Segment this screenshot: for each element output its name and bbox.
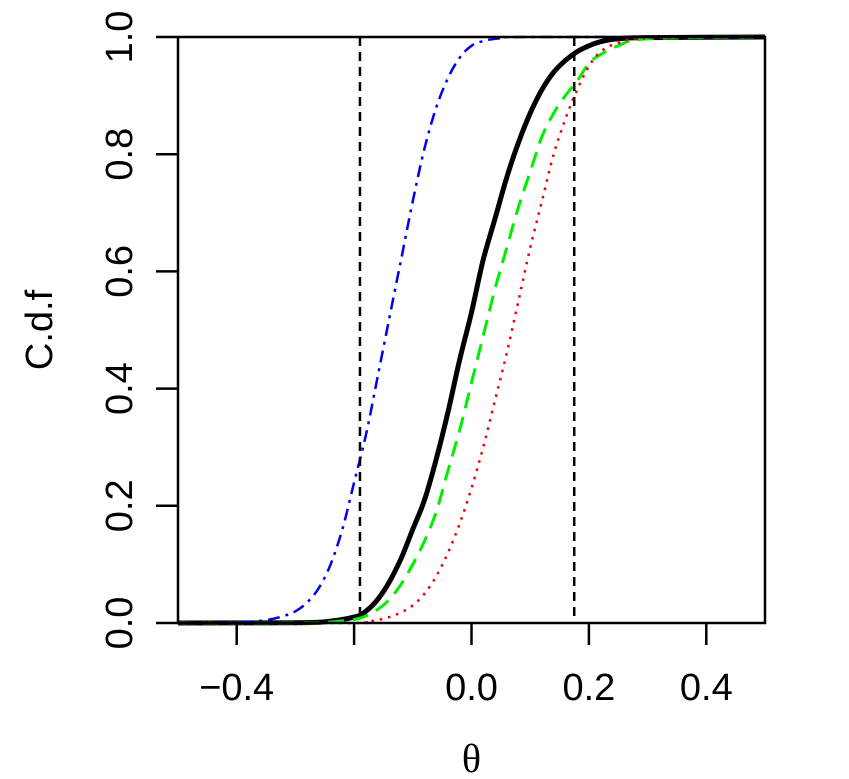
y-tick-label: 0.8 [99, 128, 141, 181]
y-tick-label: 1.0 [99, 11, 141, 64]
x-tick-label: 0.0 [445, 667, 498, 709]
x-axis-title: θ [462, 736, 481, 779]
y-axis: 0.0 0.2 0.4 0.6 0.8 1.0 [99, 11, 178, 650]
series-line-dotdash [177, 35, 765, 625]
reference-lines [358, 37, 576, 623]
series-group [177, 34, 766, 626]
series-line-dotted [177, 35, 766, 625]
y-tick-label: 0.0 [99, 597, 141, 650]
y-tick-label: 0.2 [99, 479, 141, 532]
x-tick-label: −0.4 [199, 667, 274, 709]
y-tick-label: 0.6 [99, 245, 141, 298]
plot-frame [176, 35, 767, 625]
x-axis: −0.4 0.0 0.2 0.4 [199, 623, 733, 709]
x-tick-label: 0.2 [562, 667, 615, 709]
series-line-solid [177, 34, 766, 626]
x-tick-label: 0.4 [680, 667, 733, 709]
y-axis-title: C.d.f [19, 289, 61, 370]
series-line-dashed [177, 35, 766, 625]
y-tick-label: 0.4 [99, 362, 141, 415]
